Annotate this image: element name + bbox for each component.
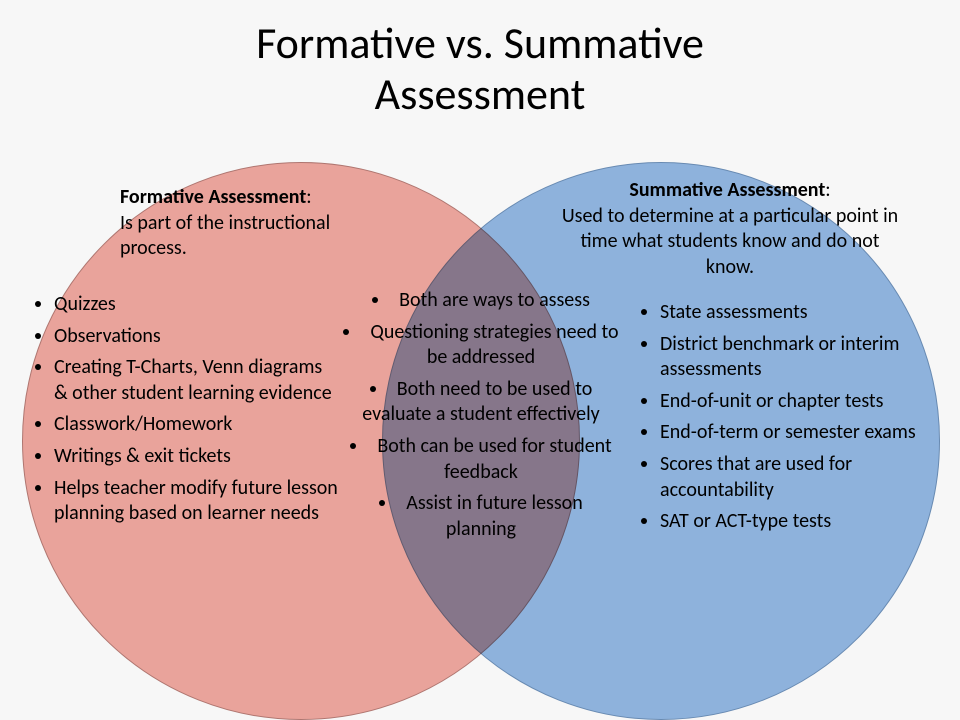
title-line-1: Formative vs. Summative: [256, 16, 704, 70]
formative-heading: Formative Assessment: [120, 185, 306, 209]
formative-items-block: Quizzes Observations Creating T-Charts, Ve…: [30, 282, 340, 533]
formative-item: Creating T-Charts, Venn diagrams & other…: [54, 355, 340, 406]
formative-item: Observations: [54, 324, 340, 350]
venn-diagram-stage: Formative vs. Summative Assessment Forma…: [0, 0, 960, 720]
overlap-items-block: Both are ways to assess Questioning strat…: [342, 278, 620, 548]
overlap-item: Questioning strategies need to be addres…: [342, 320, 620, 371]
summative-items-block: State assessments District benchmark or i…: [636, 290, 932, 541]
overlap-item: Both need to be used to evaluate a stude…: [342, 377, 620, 428]
summative-heading-block: Summative Assessment: Used to determine …: [560, 178, 900, 280]
overlap-item: Both are ways to assess: [342, 288, 620, 314]
formative-item: Writings & exit tickets: [54, 444, 340, 470]
page-title: Formative vs. Summative Assessment: [0, 18, 960, 119]
summative-item: End-of-unit or chapter tests: [660, 389, 932, 415]
overlap-item: Both can be used for student feedback: [342, 434, 620, 485]
overlap-item-list: Both are ways to assess Questioning strat…: [342, 288, 620, 542]
summative-item: End-of-term or semester exams: [660, 420, 932, 446]
formative-item: Classwork/Homework: [54, 412, 340, 438]
formative-item-list: Quizzes Observations Creating T-Charts, Ve…: [30, 292, 340, 527]
overlap-item: Assist in future lesson planning: [342, 491, 620, 542]
title-line-2: Assessment: [375, 67, 586, 121]
summative-item-list: State assessments District benchmark or i…: [636, 300, 932, 535]
summative-item: Scores that are used for accountability: [660, 452, 932, 503]
formative-heading-block: Formative Assessment: Is part of the ins…: [120, 185, 375, 262]
formative-subheading: Is part of the instructional process.: [120, 211, 330, 261]
formative-item: Helps teacher modify future lesson plann…: [54, 476, 340, 527]
summative-item: District benchmark or interim assessment…: [660, 332, 932, 383]
formative-item: Quizzes: [54, 292, 340, 318]
summative-item: SAT or ACT-type tests: [660, 509, 932, 535]
summative-subheading: Used to determine at a particular point …: [562, 204, 898, 279]
summative-item: State assessments: [660, 300, 932, 326]
summative-heading: Summative Assessment: [629, 178, 825, 202]
